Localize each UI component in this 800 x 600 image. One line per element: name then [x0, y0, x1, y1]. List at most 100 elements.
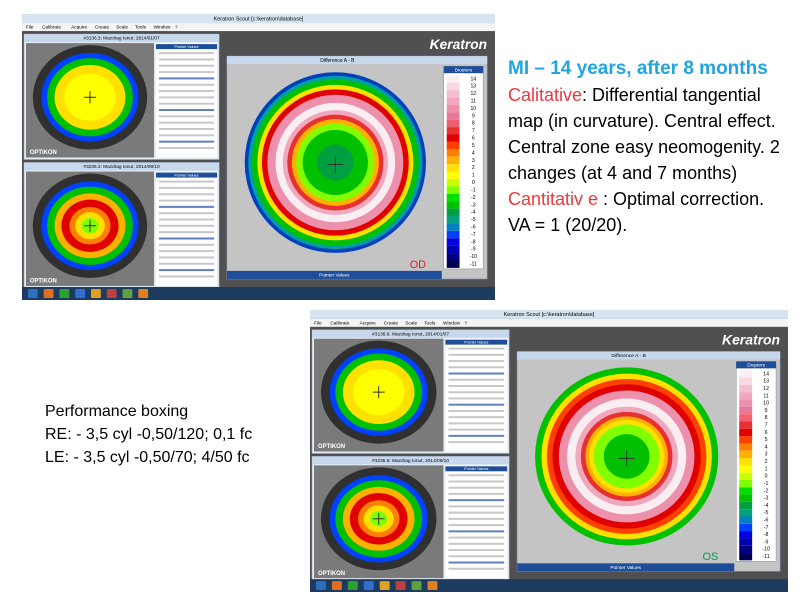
screenshot: Keratron Scout [c:\keratron\database] Fil…: [310, 310, 788, 592]
panel-row: [158, 96, 215, 99]
menu-item[interactable]: Window: [443, 320, 461, 326]
menu-item[interactable]: Window: [154, 25, 171, 31]
menu-item[interactable]: Tools: [135, 25, 147, 31]
menu-item[interactable]: Create: [384, 320, 399, 326]
panel-row: [448, 561, 505, 564]
panel-row: [158, 243, 215, 246]
pointer-text: Pointer Values: [610, 565, 641, 571]
scale-swatch: [739, 370, 753, 378]
taskbar-icon[interactable]: [59, 288, 70, 298]
panel-row: [448, 511, 505, 514]
scale-swatch: [446, 186, 460, 194]
scale-swatch: [446, 238, 460, 246]
menu-item[interactable]: ?: [175, 25, 178, 31]
panel-row: [448, 360, 505, 363]
panel-row: [158, 83, 215, 86]
panel-header: [156, 44, 218, 50]
scale-label: 5: [472, 143, 475, 149]
scale-label: 13: [470, 84, 476, 90]
cantitative: Cantitativ e : Optimal correction.: [508, 186, 793, 212]
taskbar-icon[interactable]: [347, 581, 358, 591]
exam-title: #3235.6: Mazdrag Ionut, 2014/09/10: [372, 458, 449, 464]
menu-item[interactable]: File: [314, 320, 322, 326]
diff-title: Difference A - B: [320, 58, 355, 64]
panel-row: [448, 391, 505, 394]
panel-row: [448, 434, 505, 437]
calitative: Calitative: Differential tangential map …: [508, 82, 793, 186]
performance-line: RE: - 3,5 cyl -0,50/120; 0,1 fc: [45, 426, 253, 443]
scale-label: 14: [763, 371, 769, 377]
performance-line: Performance boxing: [45, 403, 189, 420]
taskbar-icon[interactable]: [395, 581, 406, 591]
panel-row: [158, 121, 215, 124]
panel-row: [448, 428, 505, 431]
scale-swatch: [739, 421, 753, 429]
scale-label: 11: [471, 98, 476, 104]
taskbar-icon[interactable]: [122, 288, 133, 298]
scale-label: 0: [472, 180, 475, 186]
panel-row: [158, 52, 215, 55]
diff-title-bar: [226, 56, 488, 65]
menu-item[interactable]: Calibrate: [42, 25, 61, 31]
panel-row: [158, 115, 215, 118]
taskbar-icon[interactable]: [106, 288, 117, 298]
scale-swatch: [739, 428, 753, 437]
menu-item[interactable]: Create: [95, 25, 110, 31]
brand: OPTIKON: [318, 444, 345, 450]
taskbar-icon[interactable]: [427, 581, 438, 591]
panel-row: [448, 422, 505, 425]
taskbar-icon[interactable]: [315, 581, 326, 591]
menu-item[interactable]: Acquire: [71, 25, 87, 31]
menu-item[interactable]: Tools: [424, 320, 436, 326]
scale-swatch: [739, 531, 753, 539]
panel-row: [448, 499, 505, 502]
menu-item[interactable]: Calibrate: [330, 320, 349, 326]
taskbar-icon[interactable]: [411, 581, 422, 591]
taskbar-icon[interactable]: [138, 288, 149, 298]
taskbar-icon[interactable]: [27, 288, 38, 298]
panel-row: [158, 262, 215, 265]
panel: [445, 465, 508, 579]
exam-title: #3136.6: Mazdrag Ionut, 2014/01/07: [372, 331, 449, 337]
menu-item[interactable]: File: [26, 25, 34, 31]
panel-row: [448, 486, 505, 489]
taskbar-icon[interactable]: [331, 581, 342, 591]
panel-header: [445, 339, 508, 345]
panel-row: [448, 555, 505, 558]
taskbar-icon[interactable]: [363, 581, 374, 591]
taskbar-icon[interactable]: [43, 288, 54, 298]
scale-swatch: [446, 127, 460, 135]
panel-row: [448, 441, 505, 444]
scale-swatch: [739, 436, 753, 444]
scale-label: -3: [471, 202, 476, 208]
scale-label: -1: [471, 187, 476, 193]
menu-item[interactable]: Acquire: [360, 320, 377, 326]
panel-row: [448, 536, 505, 539]
menu-item[interactable]: Scale: [116, 25, 128, 31]
menu-item[interactable]: ?: [465, 320, 468, 326]
scale-swatch: [739, 494, 753, 502]
logo: Keratron: [722, 331, 780, 347]
scale-swatch: [446, 253, 460, 261]
panel-row: [158, 109, 215, 112]
heading: MI – 14 years, after 8 months: [508, 58, 768, 79]
taskbar-icon[interactable]: [379, 581, 390, 591]
scale-label: -5: [764, 510, 769, 516]
scale-label: -2: [471, 195, 476, 201]
scale-swatch: [446, 119, 460, 128]
scale-swatch: [446, 178, 460, 187]
scale-swatch: [446, 171, 460, 179]
scale-label: 8: [765, 415, 768, 421]
scale-swatch: [739, 458, 753, 466]
scale-label: 7: [765, 423, 768, 429]
taskbar-icon[interactable]: [90, 288, 101, 298]
taskbar-icon[interactable]: [75, 288, 86, 298]
menu-item[interactable]: Scale: [405, 320, 417, 326]
eye: OS: [702, 551, 718, 563]
performance: Performance boxing RE: - 3,5 cyl -0,50/1…: [45, 400, 252, 469]
panel-row: [158, 90, 215, 93]
panel-header-text: Pointer Values: [464, 340, 488, 344]
scale-label: -9: [764, 539, 769, 545]
scale-swatch: [739, 516, 753, 524]
diff-title: Difference A - B: [611, 353, 646, 359]
